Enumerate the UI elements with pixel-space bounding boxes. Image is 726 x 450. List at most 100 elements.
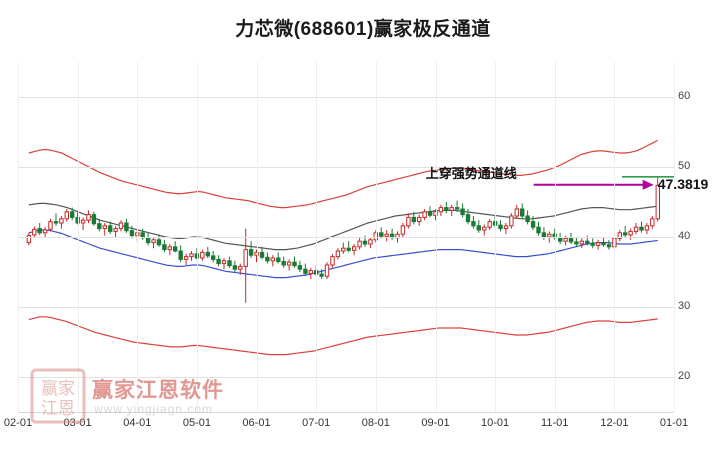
candle-body (590, 242, 595, 246)
candle-body (243, 249, 248, 267)
watermark-site: www.yingjiagn.com (94, 402, 214, 416)
candle-body (563, 237, 568, 242)
candle-body (595, 242, 601, 246)
candle-body (438, 207, 444, 213)
candle-body (227, 260, 232, 267)
candle-body (308, 270, 314, 274)
candle-body (574, 241, 579, 245)
candle-body (37, 228, 42, 234)
candle-body (42, 229, 48, 234)
band-line (28, 316, 658, 356)
candle-body (64, 211, 69, 220)
grid-line (18, 237, 674, 238)
candle-body (346, 247, 351, 251)
watermark: 赢家 江恩 赢家江恩软件 www.yingjiagn.com (30, 368, 280, 430)
candle-body (357, 240, 362, 248)
candle-body (156, 239, 162, 246)
candle-body (644, 225, 650, 231)
candle-body (86, 214, 91, 221)
x-grid-line (137, 62, 139, 412)
candle-body (417, 216, 422, 223)
candle-body (650, 218, 655, 227)
candle-body (53, 221, 59, 224)
svg-text:赢家: 赢家 (41, 379, 75, 398)
x-axis-tick: 10-01 (481, 417, 510, 429)
candle-body (433, 211, 438, 216)
candle-body (80, 219, 86, 224)
candle-body (633, 226, 639, 232)
candle-body (514, 208, 520, 217)
candle-body (579, 240, 585, 245)
x-axis-line (18, 412, 674, 413)
last-price-label: 47.3819 (657, 175, 709, 192)
y-axis-tick: 20 (678, 370, 691, 382)
candle-body (585, 240, 590, 244)
y-axis-tick: 40 (678, 230, 691, 242)
candle-body (341, 247, 346, 252)
candle-body (558, 237, 563, 242)
band-line (28, 202, 658, 251)
candle-body (601, 242, 606, 246)
candle-body (232, 265, 238, 270)
candle-body (216, 258, 221, 265)
x-axis-tick: 12-01 (600, 417, 629, 429)
page-title: 力芯微(688601)赢家极反通道 (235, 19, 491, 40)
candle-body (368, 239, 373, 245)
candle-body (530, 221, 536, 228)
candle-body (330, 256, 335, 266)
candle-body (655, 184, 660, 220)
candle-body (238, 265, 243, 270)
candle-body (449, 207, 454, 211)
candle-body (48, 221, 53, 230)
candle-body (183, 256, 189, 260)
watermark-brand: 赢家江恩软件 (92, 379, 224, 402)
candle-body (482, 226, 487, 231)
candle-body (520, 208, 525, 217)
x-axis-tick: 02-01 (3, 417, 33, 429)
candle-body (628, 230, 633, 236)
candle-body (178, 250, 183, 260)
candle-body (124, 222, 129, 232)
candle-body (498, 224, 503, 230)
grid-line (18, 377, 674, 378)
candle-body (102, 225, 107, 230)
candle-body (59, 218, 64, 224)
candle-body (444, 207, 449, 211)
y-axis-tick: 60 (678, 90, 691, 102)
candle-body (525, 215, 530, 223)
candle-body (476, 225, 482, 231)
candle-body (167, 246, 173, 251)
x-axis-tick: 04-01 (123, 417, 152, 429)
candle-body (32, 228, 37, 236)
band-line (28, 139, 658, 209)
candle-body (406, 216, 411, 227)
candle-body (259, 251, 265, 258)
candle-body (151, 239, 156, 244)
candle-body (265, 256, 270, 262)
candle-body (129, 230, 135, 237)
candle-body (303, 268, 308, 274)
candle-body (465, 214, 471, 223)
candle-body (297, 265, 303, 270)
candle-body (503, 225, 509, 230)
x-grid-line (614, 62, 616, 412)
grid-line (18, 167, 674, 168)
candle-body (189, 253, 194, 258)
candle-body (400, 225, 406, 235)
candle-body (26, 235, 32, 244)
candle-body (118, 222, 124, 230)
chart-plot-area: 20 30 40 50 60 02-01 03-01 04-01 05-01 06-01 07-0… (4, 62, 709, 429)
annotation-arrow-head (642, 179, 654, 190)
grid-line (18, 307, 674, 308)
candle-body (379, 232, 384, 237)
candle-body (200, 251, 205, 259)
candle-body (292, 261, 297, 267)
candle-body (460, 208, 465, 216)
candle-body (97, 223, 102, 230)
seal-icon: 赢家 江恩 (30, 368, 86, 424)
candle-body (276, 257, 281, 262)
x-axis-tick: 01-01 (659, 417, 689, 429)
candle-body (248, 249, 254, 256)
candle-body (108, 225, 113, 232)
y-axis-tick: 30 (678, 300, 691, 312)
